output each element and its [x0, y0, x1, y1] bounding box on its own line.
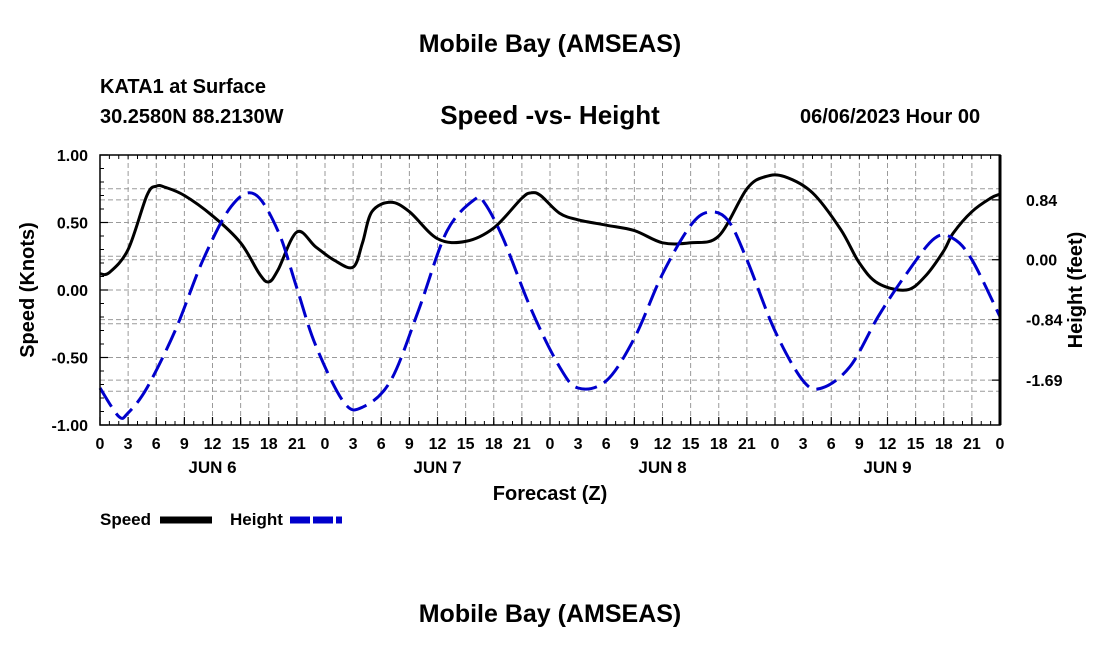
legend: Speed Height	[100, 510, 342, 529]
grid	[100, 155, 1000, 425]
y-left-tick-label: 0.00	[57, 283, 88, 300]
x-tick-label: 21	[738, 436, 756, 453]
x-day-label: JUN 9	[863, 458, 911, 477]
x-tick-label: 9	[855, 436, 864, 453]
y-left-tick-label: -1.00	[52, 418, 89, 435]
forecast-datetime: 06/06/2023 Hour 00	[800, 106, 981, 128]
station-label: KATA1 at Surface	[100, 76, 266, 98]
x-tick-label: 3	[574, 436, 583, 453]
x-tick-label: 15	[682, 436, 700, 453]
x-tick-label: 21	[513, 436, 531, 453]
x-tick-label: 6	[602, 436, 611, 453]
x-tick-label: 21	[288, 436, 306, 453]
x-tick-label: 3	[349, 436, 358, 453]
x-tick-label: 18	[485, 436, 503, 453]
y-left-tick-label: -0.50	[52, 351, 89, 368]
x-tick-label: 3	[799, 436, 808, 453]
x-tick-label: 18	[710, 436, 728, 453]
x-tick-label: 15	[457, 436, 475, 453]
x-tick-label: 9	[180, 436, 189, 453]
chart-title: Mobile Bay (AMSEAS)	[418, 30, 682, 58]
x-tick-label: 12	[429, 436, 447, 453]
y-right-axis-title: Height (feet)	[1065, 232, 1087, 349]
series-line-height	[98, 191, 1002, 420]
legend-label-height: Height	[230, 510, 283, 529]
x-tick-label: 6	[377, 436, 386, 453]
x-tick-label: 0	[546, 436, 555, 453]
x-day-label: JUN 6	[188, 458, 236, 477]
x-tick-label: 0	[321, 436, 330, 453]
x-tick-label: 9	[630, 436, 639, 453]
y-right-tick-label: 0.00	[1026, 253, 1057, 270]
y-right-tick-label: -1.69	[1026, 373, 1063, 390]
x-tick-label: 6	[152, 436, 161, 453]
x-tick-label: 18	[260, 436, 278, 453]
y-left-tick-label: 1.00	[57, 148, 88, 165]
y-right-tick-label: -0.84	[1026, 313, 1063, 330]
x-tick-label: 3	[124, 436, 133, 453]
y-left-axis-title: Speed (Knots)	[17, 222, 39, 358]
y-left-tick-label: 0.50	[57, 216, 88, 233]
legend-label-speed: Speed	[100, 510, 151, 529]
x-tick-label: 12	[204, 436, 222, 453]
x-tick-label: 21	[963, 436, 981, 453]
footer-title: Mobile Bay (AMSEAS)	[418, 600, 682, 628]
x-tick-label: 0	[96, 436, 105, 453]
chart-subtitle: Speed -vs- Height	[440, 100, 660, 130]
x-tick-label: 12	[654, 436, 672, 453]
x-tick-label: 15	[232, 436, 250, 453]
x-tick-label: 0	[996, 436, 1005, 453]
x-tick-label: 6	[827, 436, 836, 453]
x-tick-label: 9	[405, 436, 414, 453]
x-day-label: JUN 7	[413, 458, 461, 477]
x-tick-label: 12	[879, 436, 897, 453]
x-tick-label: 0	[771, 436, 780, 453]
series-line-speed	[99, 173, 1001, 292]
x-day-label: JUN 8	[638, 458, 686, 477]
coordinates-label: 30.2580N 88.2130W	[100, 106, 284, 128]
x-tick-label: 15	[907, 436, 925, 453]
x-tick-label: 18	[935, 436, 953, 453]
x-axis-title: Forecast (Z)	[493, 483, 607, 505]
y-right-tick-label: 0.84	[1026, 193, 1057, 210]
axes: 0 3 6 9 12 15 18 21 0 3 6 9 12 15 18 21 0 3 6 9 12 15 18 21 0 3 6 9…	[17, 148, 1087, 505]
series-group	[98, 173, 1002, 420]
